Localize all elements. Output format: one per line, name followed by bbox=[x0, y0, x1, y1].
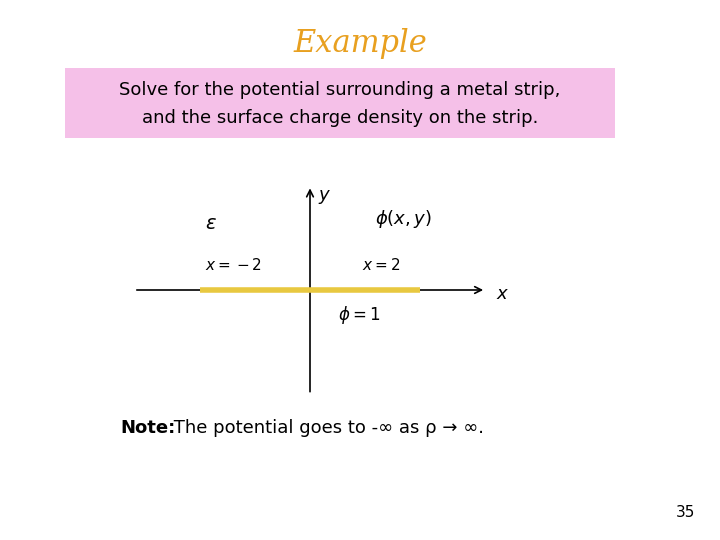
Text: $\phi(x,y)$: $\phi(x,y)$ bbox=[375, 207, 432, 230]
Text: Example: Example bbox=[293, 28, 427, 59]
FancyBboxPatch shape bbox=[65, 68, 615, 138]
Text: Note:: Note: bbox=[120, 419, 175, 437]
Text: Solve for the potential surrounding a metal strip,: Solve for the potential surrounding a me… bbox=[120, 81, 561, 99]
Text: $y$: $y$ bbox=[318, 187, 331, 206]
Text: $x=2$: $x=2$ bbox=[362, 257, 400, 273]
Text: $\phi=1$: $\phi=1$ bbox=[338, 303, 380, 326]
Text: 35: 35 bbox=[675, 505, 695, 520]
Text: and the surface charge density on the strip.: and the surface charge density on the st… bbox=[142, 109, 538, 127]
Text: $x=-2$: $x=-2$ bbox=[204, 257, 261, 273]
Text: $\varepsilon$: $\varepsilon$ bbox=[205, 215, 217, 233]
Text: $x$: $x$ bbox=[496, 285, 509, 303]
Text: The potential goes to -∞ as ρ → ∞.: The potential goes to -∞ as ρ → ∞. bbox=[168, 419, 484, 437]
